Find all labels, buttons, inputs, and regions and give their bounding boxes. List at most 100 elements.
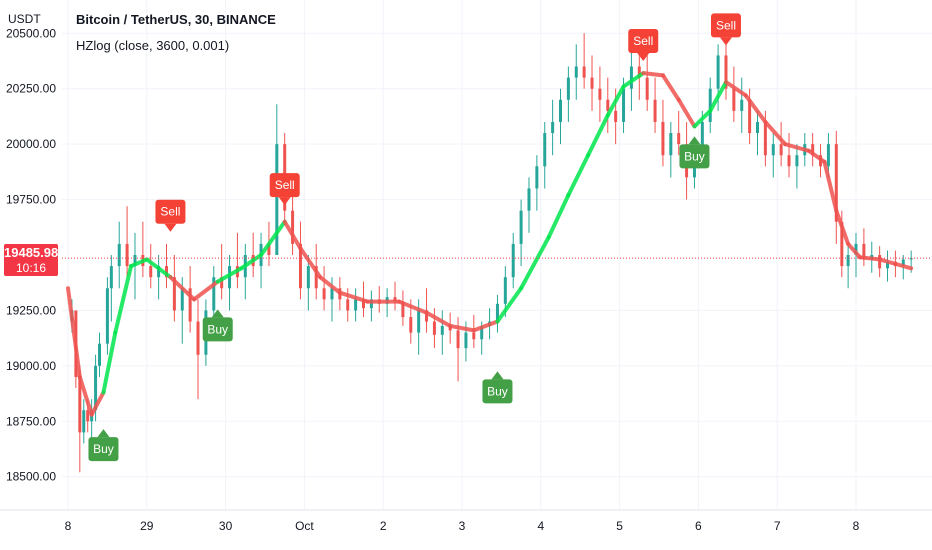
price-axis[interactable]: 18500.00 18750.00 19000.00 19250.00 19750.00…: [6, 26, 56, 483]
time-axis-label: Oct: [295, 519, 314, 533]
trend-segment: [77, 374, 94, 417]
candle: [748, 99, 752, 134]
candles-layer: [70, 33, 913, 473]
trend-segment: [834, 208, 851, 246]
sell-signal-label: Sell: [716, 18, 736, 32]
time-axis-label: 4: [537, 519, 544, 533]
candle: [464, 332, 468, 349]
candle: [503, 277, 507, 304]
candle: [133, 255, 137, 267]
indicator-legend[interactable]: HZlog (close, 3600, 0.001): [76, 38, 230, 53]
candle: [622, 88, 626, 122]
candle: [756, 121, 759, 134]
trend-segment: [144, 257, 173, 280]
candle: [109, 266, 113, 289]
candle: [393, 297, 397, 302]
trend-segment: [337, 290, 370, 304]
sell-signal-arrow: [719, 37, 732, 46]
candle: [862, 243, 866, 260]
buy-signal-box: [88, 437, 119, 462]
candle: [811, 144, 815, 156]
buy-signal-arrow: [688, 136, 701, 145]
trend-segment: [101, 330, 118, 395]
candle: [559, 99, 562, 122]
price-axis-label: 20500.00: [6, 26, 56, 40]
candle: [432, 321, 436, 335]
candle: [535, 166, 539, 189]
buy-signal-box: [202, 317, 233, 342]
candle: [708, 88, 712, 122]
candle: [165, 266, 168, 278]
candle: [105, 288, 109, 344]
buy-signal-arrow: [97, 429, 110, 438]
price-axis-label: 18750.00: [6, 414, 56, 428]
candle: [86, 410, 90, 422]
trend-segment: [282, 219, 303, 251]
price-axis-label: 19250.00: [6, 303, 56, 317]
candle: [909, 258, 913, 260]
buy-signal: Buy: [202, 309, 233, 342]
sell-signal: Sell: [269, 173, 300, 206]
time-axis-label: 30: [219, 519, 233, 533]
candle: [409, 317, 413, 333]
candle: [401, 301, 405, 318]
candle: [629, 66, 633, 89]
trend-segment: [298, 246, 323, 280]
trend-segment: [66, 286, 82, 379]
candle: [700, 121, 704, 156]
trend-segment: [660, 73, 681, 102]
candle: [220, 277, 224, 289]
candle: [519, 210, 523, 244]
candle: [637, 66, 641, 78]
candle: [298, 243, 302, 289]
candle: [677, 133, 681, 145]
candle: [779, 144, 783, 156]
trend-segment: [424, 310, 453, 328]
candle: [149, 266, 153, 278]
trend-segment: [239, 253, 264, 271]
candle: [582, 66, 586, 78]
trend-segment: [448, 323, 476, 333]
trend-segment: [192, 279, 220, 302]
time-axis-label: 29: [140, 519, 154, 533]
candle: [495, 303, 499, 322]
candle: [82, 410, 86, 433]
trend-segment: [743, 93, 768, 124]
candle: [878, 255, 882, 269]
time-axis-label: 3: [459, 519, 466, 533]
time-axis-label: 7: [774, 519, 781, 533]
candle: [840, 221, 844, 267]
sell-signal-label: Sell: [633, 34, 653, 48]
time-axis-label: 8: [853, 519, 860, 533]
trend-segment: [846, 241, 862, 260]
candle: [98, 343, 102, 366]
candle: [716, 55, 720, 89]
trend-segment: [763, 119, 788, 147]
sell-signal-box: [269, 173, 300, 198]
symbol-title[interactable]: Bitcoin / TetherUS, 30, BINANCE: [76, 12, 276, 27]
candle: [346, 299, 350, 311]
trend-segment: [168, 275, 197, 302]
buy-signal-label: Buy: [207, 322, 228, 336]
candle: [661, 121, 665, 156]
trend-segment: [877, 257, 898, 266]
signal-markers: Buy Sell Buy Sell Buy Sell Buy Sell: [88, 13, 741, 462]
trend-segment: [129, 257, 149, 269]
time-axis[interactable]: 82930Oct23456789: [0, 509, 932, 533]
buy-signal-arrow: [211, 309, 224, 318]
buy-signal: Buy: [88, 429, 119, 462]
time-axis-label: 2: [380, 519, 387, 533]
buy-signal-box: [482, 379, 513, 404]
candle: [886, 261, 890, 269]
candle: [480, 325, 484, 340]
trend-segment: [519, 235, 551, 291]
candle: [511, 243, 515, 278]
candle: [732, 88, 736, 111]
sell-signal: Sell: [155, 199, 186, 232]
trend-segment: [89, 390, 106, 417]
candle: [425, 310, 429, 322]
trend-segment: [806, 148, 827, 164]
candle: [362, 299, 365, 309]
trend-segment: [676, 97, 697, 129]
